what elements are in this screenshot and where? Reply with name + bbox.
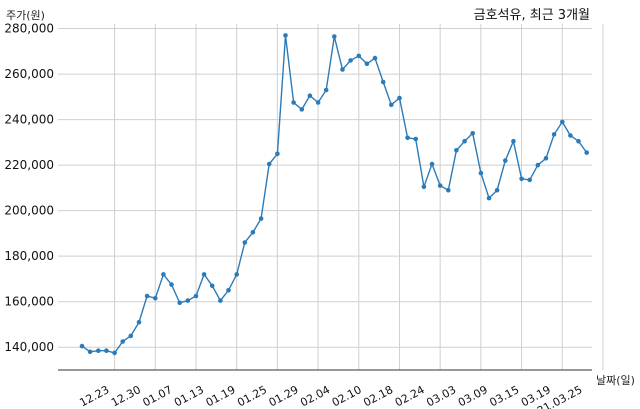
x-tick-label: 01.07 [141, 383, 175, 409]
data-point [283, 33, 288, 38]
data-point [112, 350, 117, 356]
data-point [234, 272, 239, 277]
data-point [519, 176, 524, 182]
data-point [144, 293, 150, 299]
x-tick-label: 01.13 [172, 383, 206, 409]
data-point [250, 230, 256, 235]
y-gridlines [58, 28, 592, 348]
data-point [104, 348, 109, 354]
data-point [323, 87, 329, 93]
data-point [494, 187, 500, 193]
data-point [568, 133, 573, 138]
data-point [576, 138, 581, 144]
x-tick-label: 02.10 [330, 383, 364, 409]
data-point [266, 161, 272, 167]
data-point [380, 79, 386, 85]
chart-title: 금호석유, 최근 3개월 [474, 8, 590, 23]
x-tick-label: 03.03 [424, 383, 458, 409]
data-point [177, 300, 182, 306]
series-line [81, 35, 588, 354]
data-point [87, 349, 93, 355]
data-point [120, 339, 125, 344]
x-tick-label: 01.25 [235, 383, 269, 409]
x-tick-labels: 12.2312.3001.0701.1301.1901.2501.2902.04… [77, 383, 584, 409]
data-point [201, 272, 207, 277]
data-point [437, 183, 443, 188]
x-tick-label: 12.30 [109, 383, 143, 409]
data-point [372, 55, 378, 61]
x-tick-label: 02.24 [393, 383, 427, 409]
data-point [161, 272, 166, 277]
y-tick-label: 240,000 [4, 113, 54, 127]
y-tick-label: 140,000 [4, 340, 54, 354]
data-point [218, 298, 223, 303]
data-point [454, 148, 459, 153]
y-tick-label: 280,000 [4, 22, 54, 36]
data-point [551, 132, 557, 137]
data-point [136, 319, 142, 325]
data-point [364, 61, 370, 67]
x-axis-label: 날짜(일) [596, 373, 635, 387]
data-point [446, 187, 451, 193]
data-point [421, 184, 427, 190]
data-point [348, 58, 353, 63]
data-point [291, 100, 296, 105]
data-point [535, 162, 541, 168]
x-tick-label: 02.04 [298, 383, 332, 409]
data-point [79, 343, 85, 349]
data-point [226, 288, 231, 293]
data-point [193, 293, 199, 299]
y-tick-labels: 140,000 160,000 180,000 200,000 220,000 240,0… [4, 22, 54, 355]
y-axis-label: 주가(원) [6, 9, 45, 22]
data-point [356, 53, 362, 59]
data-point [299, 107, 305, 112]
data-point [275, 151, 280, 157]
data-point [96, 348, 101, 354]
data-point [478, 170, 484, 176]
data-point [209, 283, 215, 289]
data-point [397, 95, 402, 101]
y-tick-label: 220,000 [4, 158, 54, 172]
data-point [405, 135, 410, 141]
x-tick-label: 01.19 [204, 383, 238, 409]
x-tick-label: 02.18 [361, 383, 395, 409]
data-points [79, 33, 589, 356]
data-point [527, 177, 532, 183]
x-tick-label: 03.09 [456, 383, 490, 409]
data-point [413, 136, 419, 142]
y-tick-label: 260,000 [4, 67, 54, 81]
x-tick-label: 12.23 [77, 383, 111, 409]
data-point [307, 93, 313, 98]
x-tick-label: 01.29 [267, 383, 301, 409]
data-point [486, 195, 492, 201]
data-point [503, 158, 508, 163]
data-point [128, 333, 134, 339]
data-point [153, 296, 158, 301]
y-tick-label: 160,000 [4, 295, 54, 309]
data-point [185, 298, 191, 303]
data-point [258, 216, 264, 221]
data-point [242, 240, 248, 245]
data-point [560, 119, 565, 125]
data-point [389, 102, 394, 108]
data-point [429, 161, 435, 167]
y-tick-label: 200,000 [4, 204, 54, 218]
data-point [543, 156, 549, 161]
data-point [462, 138, 467, 144]
x-tick-label: 03.15 [487, 383, 521, 409]
data-point [315, 100, 321, 105]
data-point [332, 34, 337, 39]
data-point [470, 131, 476, 136]
data-point [340, 67, 345, 72]
data-point [511, 138, 516, 144]
data-point [169, 282, 174, 287]
y-tick-label: 180,000 [4, 249, 54, 263]
data-point [584, 150, 589, 155]
x-gridlines [114, 24, 604, 370]
